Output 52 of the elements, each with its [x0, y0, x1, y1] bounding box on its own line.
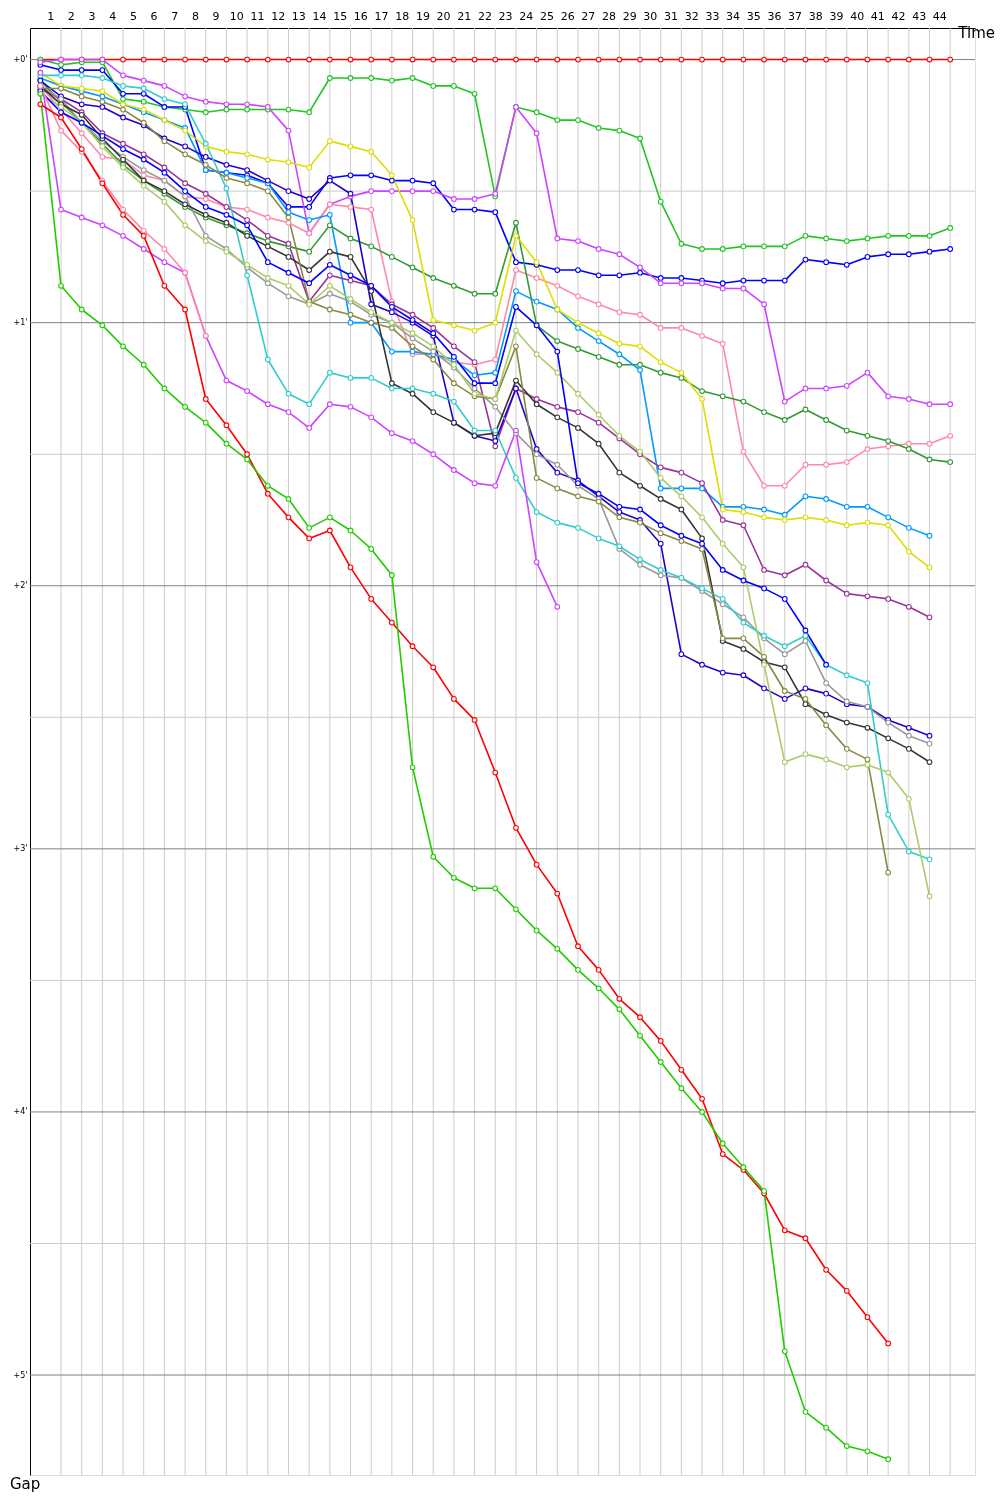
- y-tick-label: +3': [13, 844, 28, 854]
- x-tick-label: 15: [333, 10, 348, 23]
- x-tick-label: 44: [932, 10, 947, 23]
- x-tick-label: 42: [891, 10, 906, 23]
- x-tick-label: 22: [477, 10, 492, 23]
- x-tick-label: 16: [353, 10, 368, 23]
- x-tick-label: 40: [850, 10, 865, 23]
- x-tick-label: 23: [498, 10, 513, 23]
- y-tick-label: +4': [13, 1107, 28, 1117]
- x-tick-label: 27: [581, 10, 596, 23]
- x-tick-label: 25: [539, 10, 554, 23]
- x-tick-label: 26: [560, 10, 575, 23]
- x-tick-label: 34: [726, 10, 741, 23]
- x-tick-label: 18: [395, 10, 410, 23]
- x-tick-label: 1: [47, 10, 55, 23]
- x-tick-label: 10: [229, 10, 244, 23]
- x-tick-label: 9: [212, 10, 220, 23]
- x-tick-label: 21: [457, 10, 472, 23]
- x-tick-label: 19: [415, 10, 430, 23]
- x-tick-label: 41: [870, 10, 885, 23]
- x-tick-label: 36: [767, 10, 782, 23]
- x-tick-label: 2: [67, 10, 75, 23]
- x-tick-label: 32: [684, 10, 699, 23]
- x-axis-title: Time: [957, 24, 995, 42]
- x-tick-label: 4: [109, 10, 117, 23]
- x-tick-label: 7: [171, 10, 179, 23]
- x-tick-label: 38: [808, 10, 823, 23]
- x-tick-label: 8: [191, 10, 199, 23]
- x-tick-label: 14: [312, 10, 327, 23]
- y-axis-title: Gap: [10, 1475, 41, 1493]
- x-tick-label: 5: [129, 10, 137, 23]
- x-tick-label: 30: [643, 10, 658, 23]
- x-tick-label: 3: [88, 10, 96, 23]
- x-tick-label: 33: [705, 10, 720, 23]
- x-tick-label: 28: [601, 10, 616, 23]
- x-tick-label: 13: [291, 10, 306, 23]
- y-tick-label: +0': [13, 55, 28, 65]
- y-tick-label: +5': [13, 1370, 28, 1380]
- x-tick-label: 43: [912, 10, 927, 23]
- x-tick-label: 12: [271, 10, 286, 23]
- x-tick-label: 17: [374, 10, 389, 23]
- y-tick-label: +2': [13, 581, 28, 591]
- x-tick-label: 35: [746, 10, 761, 23]
- x-tick-label: 11: [250, 10, 265, 23]
- x-tick-label: 29: [622, 10, 637, 23]
- x-tick-label: 37: [788, 10, 803, 23]
- y-tick-label: +1': [13, 318, 28, 328]
- x-tick-label: 20: [436, 10, 451, 23]
- x-tick-label: 39: [829, 10, 844, 23]
- x-tick-label: 31: [664, 10, 679, 23]
- x-tick-label: 24: [519, 10, 534, 23]
- x-tick-label: 6: [150, 10, 158, 23]
